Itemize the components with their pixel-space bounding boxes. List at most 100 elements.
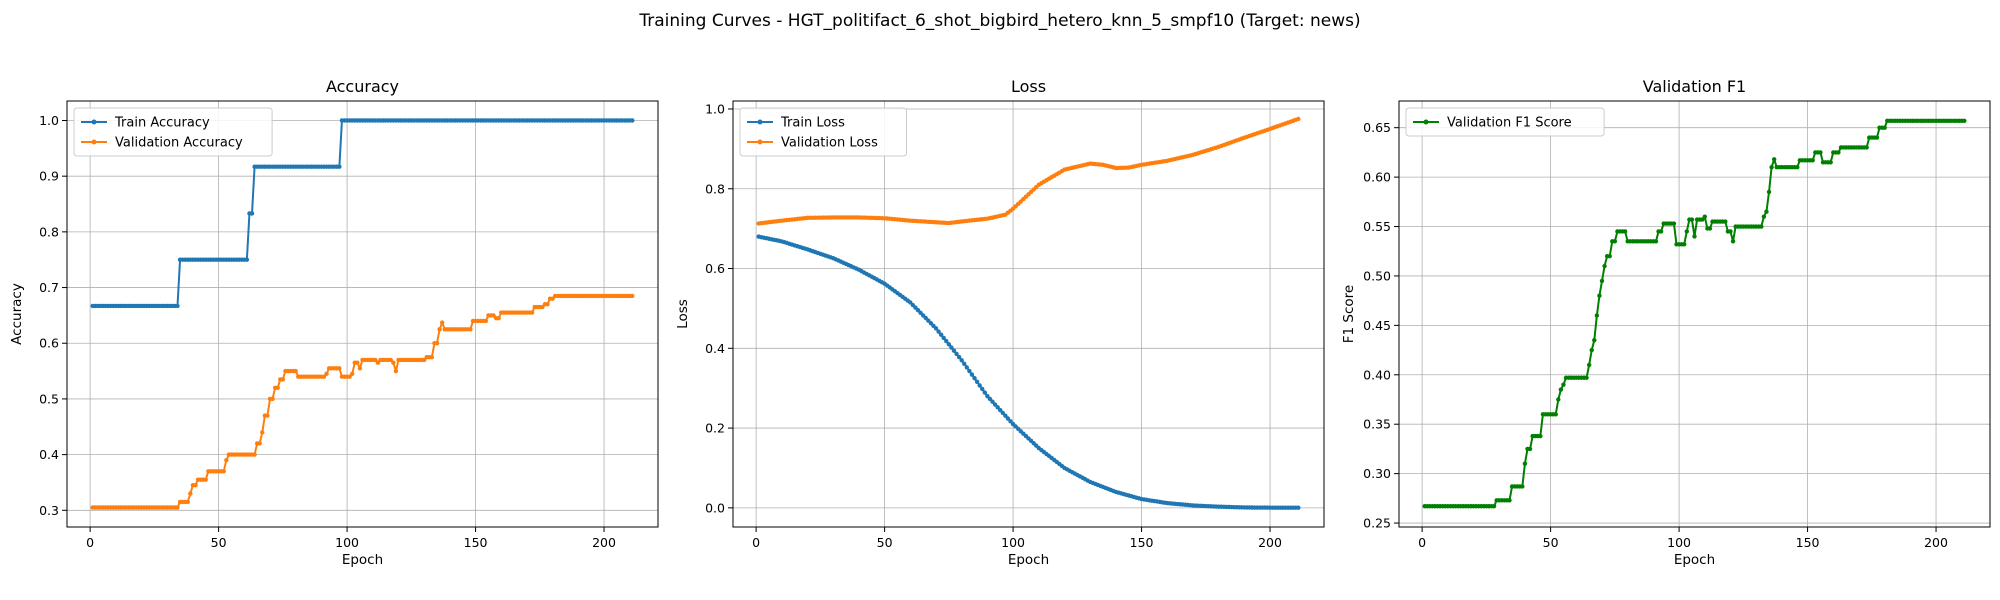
loss-data-point [972,376,977,381]
f1-data-point [1962,118,1967,123]
f1-data-point [1707,226,1713,231]
accuracy-data-point [355,360,360,365]
f1-data-point [1584,375,1589,380]
f1-data-point [1700,217,1705,222]
accuracy-data-point [188,491,193,496]
f1-data-point [1592,337,1597,343]
accuracy-data-point [175,303,180,309]
f1-data-point [1828,160,1833,165]
accuracy-ytick-label: 0.8 [39,224,59,239]
loss-data-point [949,345,954,350]
accuracy-data-point [337,366,342,371]
accuracy-data-point [429,354,435,360]
accuracy-data-point [270,396,275,402]
loss-data-point [954,351,959,357]
f1-data-point [1522,461,1528,466]
f1-ytick-label: 0.45 [1363,318,1391,333]
accuracy-data-point [280,377,286,382]
loss-data-point [1296,116,1301,122]
loss-data-point [946,342,952,347]
loss-data-point [1005,416,1011,421]
loss-data-point [990,399,995,404]
loss-series-1 [756,116,1301,226]
loss-data-point [951,348,957,353]
accuracy-data-point [550,296,555,301]
loss-data-point [985,393,990,399]
loss-data-point [1296,505,1301,510]
accuracy-legend-box [73,107,273,157]
accuracy-ytick-label: 0.7 [39,280,59,295]
f1-data-point [1702,214,1707,219]
f1-data-point [1771,157,1777,162]
accuracy-data-point [337,164,342,169]
accuracy-data-point [375,360,381,365]
loss-xtick-label: 0 [752,535,760,550]
f1-xtick-label: 50 [1543,535,1559,550]
accuracy-data-point [321,374,327,379]
f1-data-point [1597,293,1602,298]
accuracy-data-point [193,483,198,488]
figure-title: Training Curves - HGT_politifact_6_shot_… [638,11,1360,31]
accuracy-axes-frame [66,100,659,528]
f1-ylabel: F1 Score [1341,285,1357,343]
loss-ytick-label: 0.4 [705,341,725,356]
f1-data-point [1728,229,1733,234]
accuracy-data-point [275,385,280,390]
loss-data-point [998,407,1003,413]
f1-data-point [1594,313,1600,318]
loss-ytick-label: 0.8 [705,181,725,196]
f1-data-point [1599,278,1605,284]
loss-axes-frame [732,100,1325,528]
f1-ytick-label: 0.25 [1363,516,1391,531]
f1-data-point [1761,214,1767,219]
f1-data-point [1874,135,1880,140]
accuracy-series-1 [90,293,635,510]
loss-data-point [944,338,949,344]
accuracy-data-point [483,318,489,324]
f1-xtick-label: 150 [1796,535,1820,550]
f1-data-point [1759,224,1764,229]
loss-xtick-label: 50 [877,535,893,550]
f1-data-point [1612,239,1618,244]
f1-data-point [1723,219,1728,224]
accuracy-data-point [388,357,393,363]
f1-data-point [1864,145,1869,150]
f1-xlabel: Epoch [1674,552,1715,568]
f1-data-point [1684,229,1689,234]
f1-ytick-label: 0.35 [1363,417,1391,432]
loss-series-0 [756,234,1301,510]
accuracy-ytick-label: 0.5 [39,391,59,406]
accuracy-data-point [357,366,363,371]
accuracy-data-point [439,320,445,325]
f1-title: Validation F1 [1643,77,1746,96]
loss-data-point [969,372,975,377]
f1-ytick-label: 0.60 [1363,170,1391,185]
f1-data-point [1586,362,1592,368]
f1-legend-marker [1423,119,1429,125]
f1-data-point [1810,158,1815,163]
f1-data-point [1764,209,1769,214]
loss-data-point [1003,413,1008,418]
f1-ytick-label: 0.50 [1363,268,1391,283]
accuracy-ytick-label: 0.3 [39,503,59,518]
accuracy-data-point [491,313,496,318]
f1-axes-frame [1398,100,1991,528]
f1-xtick-label: 0 [1418,535,1426,550]
f1-data-point [1769,165,1774,170]
loss-xtick-label: 150 [1130,535,1154,550]
loss-ytick-label: 0.2 [705,421,725,436]
loss-data-point [992,402,998,407]
accuracy-data-point [185,499,190,505]
f1-data-point [1730,239,1736,244]
accuracy-xtick-label: 150 [464,535,488,550]
accuracy-series-0 [90,118,635,309]
accuracy-data-point [391,360,396,365]
accuracy-data-point [421,357,427,363]
accuracy-xtick-label: 100 [335,535,359,550]
accuracy-legend-label: Train Accuracy [114,116,210,131]
accuracy-data-point [540,304,545,310]
f1-data-point [1682,242,1687,247]
f1-ytick-label: 0.30 [1363,466,1391,481]
loss-legend: Train Loss Validation Loss [739,107,907,157]
f1-data-point [1538,433,1543,439]
